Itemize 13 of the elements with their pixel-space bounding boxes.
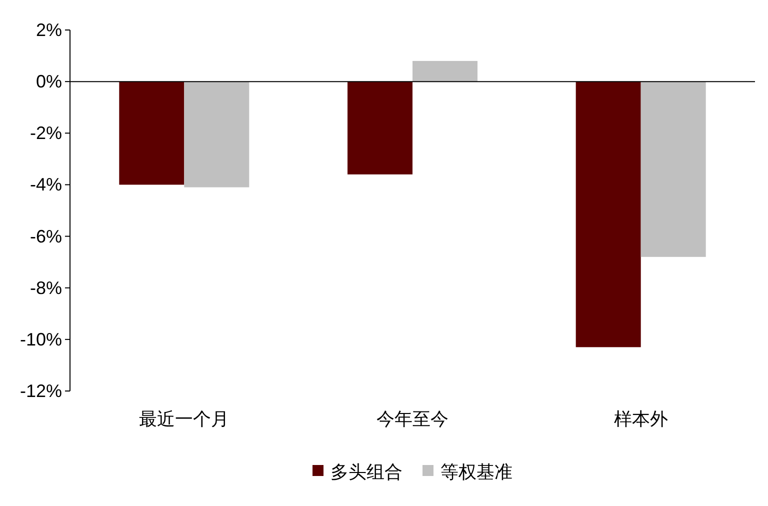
y-tick-label: -6%	[30, 226, 62, 246]
legend-label: 等权基准	[440, 462, 512, 482]
y-tick-label: -2%	[30, 123, 62, 144]
y-tick-label: -10%	[20, 329, 62, 350]
y-tick-label: -8%	[30, 278, 62, 298]
x-tick-label: 样本外	[614, 409, 668, 429]
x-tick-label: 今年至今	[376, 409, 448, 429]
y-tick-label: -12%	[20, 381, 62, 401]
y-tick-label: 0%	[36, 72, 62, 92]
legend-label: 多头组合	[330, 462, 402, 482]
y-tick-label: 2%	[36, 20, 62, 40]
y-tick-label: -4%	[30, 174, 62, 195]
x-tick-label: 最近一个月	[139, 409, 230, 429]
